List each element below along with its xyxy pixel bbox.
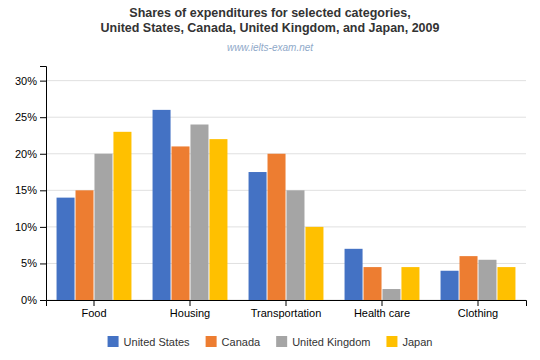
x-tick: Food xyxy=(81,300,106,319)
x-axis: Food Housing Transportation Health care Clot… xyxy=(47,300,527,319)
y-tick-mark xyxy=(40,81,46,82)
y-tick-label: 0% xyxy=(21,294,37,306)
y-tick-label: 10% xyxy=(15,221,37,233)
legend-label: United Kingdom xyxy=(292,336,370,348)
chart-svg: Shares of expenditures for selected cate… xyxy=(0,0,540,360)
y-tick-mark xyxy=(40,263,46,264)
legend-item: United Kingdom xyxy=(276,336,370,348)
y-tick-label: 25% xyxy=(15,111,37,123)
grid xyxy=(46,81,526,300)
bar-series xyxy=(76,146,478,300)
bar xyxy=(113,132,131,300)
legend-swatch xyxy=(276,336,287,347)
y-tick-mark xyxy=(40,154,46,155)
x-tick-mark xyxy=(94,300,95,306)
y-axis-line xyxy=(40,67,47,301)
legend-label: Japan xyxy=(402,336,432,348)
legend-swatch xyxy=(386,336,397,347)
y-axis: 0% 5% 10% 15% 20% 25% 30% xyxy=(15,67,47,307)
x-tick: Housing xyxy=(170,300,210,319)
bar xyxy=(305,227,323,300)
title-line: Shares of expenditures for selected cate… xyxy=(129,6,410,20)
x-tick-label: Health care xyxy=(354,307,410,319)
bar xyxy=(382,289,400,300)
plot-area: 0% 5% 10% 15% 20% 25% 30% Food Housing Transporta… xyxy=(15,67,527,319)
bar xyxy=(57,198,75,300)
bar-series xyxy=(113,132,515,300)
x-tick-label: Transportation xyxy=(251,307,322,319)
legend-item: Japan xyxy=(386,336,432,348)
x-tick-label: Housing xyxy=(170,307,210,319)
legend-label: United States xyxy=(124,336,191,348)
legend-label: Canada xyxy=(222,336,261,348)
y-tick-mark xyxy=(40,190,46,191)
bar xyxy=(94,154,112,300)
bar xyxy=(209,139,227,300)
y-tick: 0% xyxy=(21,294,46,306)
bar-series xyxy=(94,125,496,301)
grid-line xyxy=(46,117,526,118)
y-tick-mark xyxy=(40,300,46,301)
bar xyxy=(76,190,94,300)
y-tick: 30% xyxy=(15,75,46,87)
annotation: www.ielts-exam.net xyxy=(227,42,314,53)
x-tick-mark xyxy=(478,300,479,306)
bars xyxy=(57,110,516,300)
bar xyxy=(460,256,478,300)
legend-item: United States xyxy=(108,336,191,348)
legend-item: Canada xyxy=(206,336,261,348)
x-tick: Transportation xyxy=(251,300,322,319)
bar xyxy=(441,271,459,300)
bar xyxy=(286,190,304,300)
y-tick: 20% xyxy=(15,148,46,160)
legend: United States Canada United Kingdom Japan xyxy=(108,336,433,348)
y-tick-mark xyxy=(40,227,46,228)
x-tick-mark xyxy=(190,300,191,306)
bar xyxy=(153,110,171,300)
bar xyxy=(401,267,419,300)
y-tick-label: 15% xyxy=(15,184,37,196)
x-tick-label: Clothing xyxy=(458,307,498,319)
y-tick: 10% xyxy=(15,221,46,233)
y-tick: 15% xyxy=(15,184,46,196)
y-tick-label: 5% xyxy=(21,257,37,269)
x-tick: Health care xyxy=(354,300,410,319)
bar xyxy=(478,260,496,300)
x-tick-label: Food xyxy=(81,307,106,319)
bar xyxy=(249,172,267,300)
grid-line xyxy=(46,80,526,81)
y-tick-label: 30% xyxy=(15,75,37,87)
chart-container: Shares of expenditures for selected cate… xyxy=(0,0,540,360)
x-tick: Clothing xyxy=(458,300,498,319)
bar xyxy=(364,267,382,300)
x-tick-mark xyxy=(286,300,287,306)
y-tick: 5% xyxy=(21,257,46,269)
bar xyxy=(268,154,286,300)
bar xyxy=(345,249,363,300)
title: Shares of expenditures for selected cate… xyxy=(101,6,440,35)
bar xyxy=(190,125,208,301)
bar xyxy=(172,146,190,300)
y-tick-mark xyxy=(40,117,46,118)
x-tick-mark xyxy=(382,300,383,306)
legend-swatch xyxy=(206,336,217,347)
bar xyxy=(497,267,515,300)
y-tick: 25% xyxy=(15,111,46,123)
x-axis-line xyxy=(47,301,527,307)
title-line: United States, Canada, United Kingdom, a… xyxy=(101,21,440,35)
legend-swatch xyxy=(108,336,119,347)
bar-series xyxy=(57,110,459,300)
y-tick-label: 20% xyxy=(15,148,37,160)
